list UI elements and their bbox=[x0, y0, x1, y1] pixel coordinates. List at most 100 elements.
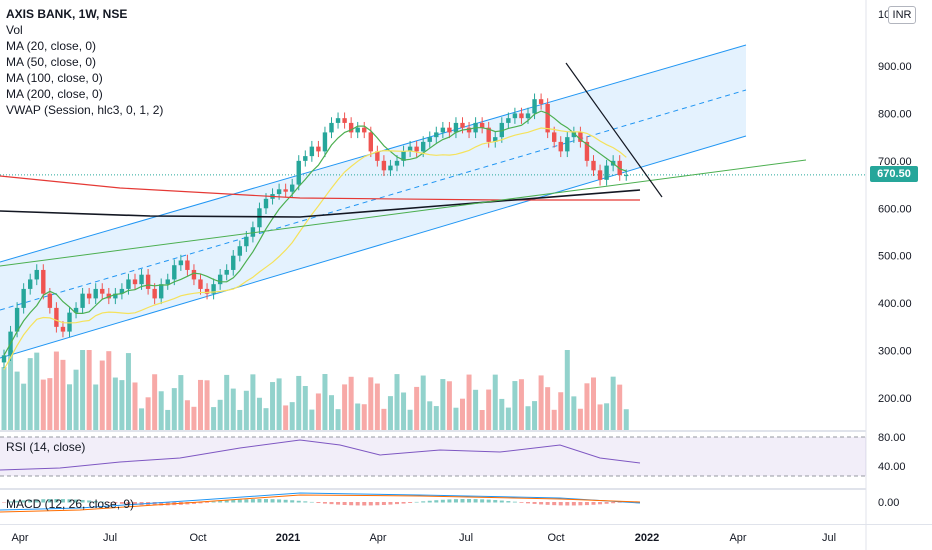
macd-histogram-bar bbox=[296, 500, 301, 503]
volume-bar bbox=[591, 377, 596, 430]
volume-bar bbox=[558, 392, 564, 430]
volume-bar bbox=[14, 371, 20, 430]
volume-bar bbox=[355, 403, 361, 430]
candle-body bbox=[224, 269, 229, 275]
volume-bar bbox=[263, 408, 269, 430]
macd-histogram-bar bbox=[277, 499, 282, 503]
macd-histogram-bar bbox=[2, 502, 6, 503]
currency-button[interactable]: INR bbox=[888, 6, 916, 24]
volume-bar bbox=[93, 384, 99, 430]
time-axis-label: 2022 bbox=[635, 532, 659, 544]
macd-histogram-bar bbox=[205, 502, 210, 503]
macd-histogram-bar bbox=[480, 499, 485, 503]
price-tick-label: 800.00 bbox=[878, 108, 912, 120]
legend-ma200[interactable]: MA (200, close, 0) bbox=[6, 87, 103, 101]
candle-body bbox=[381, 160, 387, 171]
candle-body bbox=[198, 279, 203, 289]
candle-body bbox=[506, 118, 511, 123]
legend-ma100[interactable]: MA (100, close, 0) bbox=[6, 71, 103, 85]
time-axis-label: Oct bbox=[189, 532, 206, 544]
candle-body bbox=[47, 293, 53, 308]
price-tick-label: 400.00 bbox=[878, 298, 912, 310]
volume-bar bbox=[401, 392, 407, 430]
macd-histogram-bar bbox=[270, 499, 275, 503]
volume-bar bbox=[420, 375, 426, 430]
candle-body bbox=[388, 165, 393, 171]
candle-body bbox=[591, 160, 596, 171]
macd-title[interactable]: MACD (12, 26, close, 9) bbox=[6, 497, 135, 511]
candle-body bbox=[244, 236, 249, 247]
candle-body bbox=[1, 355, 7, 363]
candle-body bbox=[453, 122, 459, 133]
legend-ma20[interactable]: MA (20, close, 0) bbox=[6, 39, 97, 53]
candle-body bbox=[571, 132, 577, 138]
macd-histogram-bar bbox=[21, 500, 26, 503]
macd-histogram-bar bbox=[336, 502, 341, 505]
volume-bar bbox=[446, 381, 452, 430]
macd-histogram-bar bbox=[237, 499, 242, 503]
macd-histogram-bar bbox=[460, 499, 465, 503]
macd-histogram-bar bbox=[126, 502, 131, 505]
macd-histogram-bar bbox=[401, 502, 406, 504]
volume-bar bbox=[34, 352, 40, 430]
macd-histogram-bar bbox=[342, 502, 347, 505]
candle-body bbox=[624, 175, 629, 177]
volume-bar bbox=[237, 409, 243, 430]
candle-body bbox=[172, 265, 177, 280]
volume-bar bbox=[289, 402, 295, 430]
macd-histogram-bar bbox=[133, 502, 137, 505]
macd-histogram-bar bbox=[532, 502, 537, 504]
volume-bar bbox=[407, 409, 413, 430]
candle-body bbox=[407, 146, 413, 152]
last-price-label: 670.50 bbox=[870, 166, 918, 182]
candle-body bbox=[60, 326, 66, 332]
candle-body bbox=[532, 99, 537, 114]
candle-body bbox=[283, 189, 288, 192]
legend-ma50[interactable]: MA (50, close, 0) bbox=[6, 55, 97, 69]
legend-vwap[interactable]: VWAP (Session, hlc3, 0, 1, 2) bbox=[6, 103, 164, 117]
macd-histogram-bar bbox=[257, 499, 262, 503]
volume-bar bbox=[53, 351, 59, 430]
candle-body bbox=[145, 274, 151, 289]
macd-histogram-bar bbox=[584, 502, 589, 506]
macd-histogram-bar bbox=[591, 502, 596, 505]
volume-bar bbox=[492, 374, 498, 430]
macd-histogram-bar bbox=[421, 501, 426, 503]
macd-histogram-bar bbox=[34, 499, 39, 503]
macd-histogram-bar bbox=[453, 499, 458, 503]
macd-histogram-bar bbox=[74, 499, 79, 503]
candle-body bbox=[486, 127, 491, 142]
macd-histogram-bar bbox=[414, 501, 419, 503]
candle-body bbox=[342, 118, 347, 123]
candle-body bbox=[80, 293, 85, 308]
legend-symbol[interactable]: AXIS BANK, 1W, NSE bbox=[6, 7, 128, 21]
volume-bar bbox=[604, 403, 610, 430]
rsi-band bbox=[0, 437, 866, 476]
long-trend-line bbox=[0, 159, 807, 267]
candle-body bbox=[447, 127, 452, 133]
candle-body bbox=[257, 208, 262, 228]
candle-body bbox=[316, 146, 321, 152]
macd-histogram-bar bbox=[218, 501, 223, 503]
time-axis-label: 2021 bbox=[276, 532, 300, 544]
macd-histogram-bar bbox=[67, 499, 72, 503]
macd-histogram-bar bbox=[106, 502, 111, 503]
legend-volume[interactable]: Vol bbox=[6, 23, 23, 37]
macd-histogram-bar bbox=[198, 502, 203, 504]
candle-body bbox=[139, 274, 144, 285]
volume-bar bbox=[617, 384, 623, 430]
volume-bar bbox=[309, 409, 315, 430]
volume-bar bbox=[125, 353, 131, 430]
pane-separator bbox=[0, 430, 866, 432]
macd-histogram-bar bbox=[578, 502, 583, 506]
volume-bar bbox=[40, 379, 46, 430]
candle-body bbox=[290, 184, 295, 192]
candle-body bbox=[545, 103, 550, 133]
candle-body bbox=[159, 284, 164, 299]
volume-bar bbox=[577, 408, 583, 430]
rsi-title[interactable]: RSI (14, close) bbox=[6, 440, 86, 454]
macd-histogram-bar bbox=[539, 502, 544, 505]
macd-histogram-bar bbox=[316, 502, 321, 504]
candle-body bbox=[355, 127, 360, 133]
